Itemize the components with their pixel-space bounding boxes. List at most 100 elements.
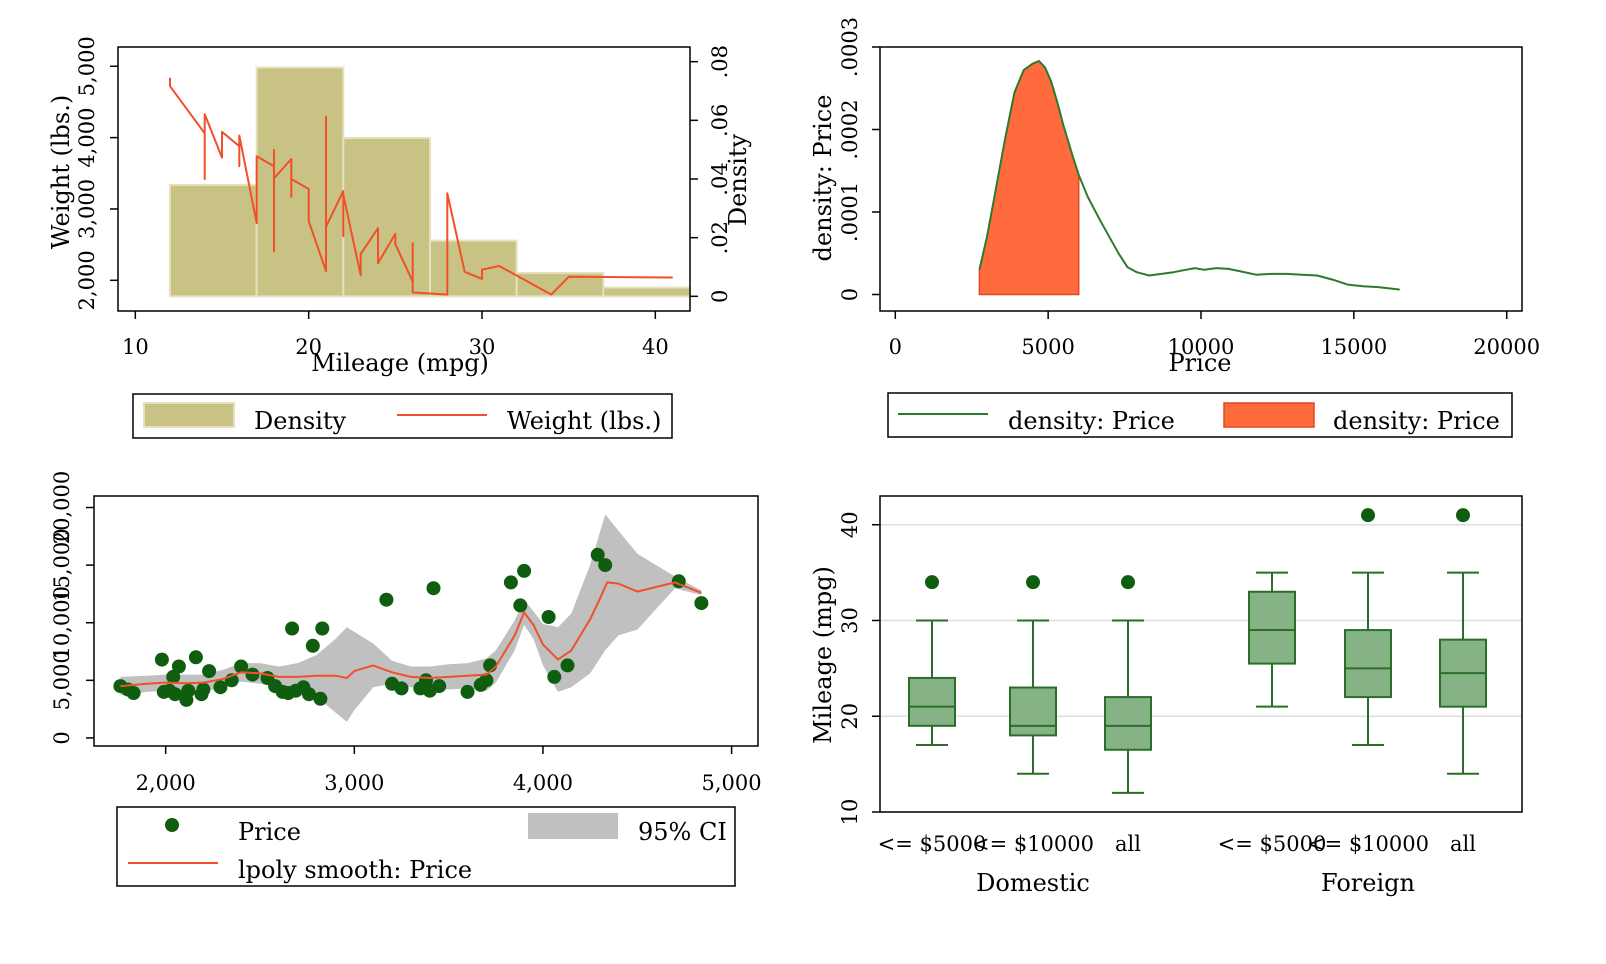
lpoly-x-tick-label-0: 2,000 xyxy=(136,771,196,795)
kdensity-legend-label-line: density: Price xyxy=(1008,407,1175,435)
box-y-tick-label-2: 30 xyxy=(838,607,862,634)
box-1-1-label: <= $10000 xyxy=(1307,832,1429,856)
box-plot-area xyxy=(880,508,1522,813)
kdensity-x-axis-label: Price xyxy=(1169,349,1232,377)
hist-bar-5 xyxy=(602,286,691,298)
price-point-28 xyxy=(313,691,328,706)
kdensity-y-tick-label-0: 0 xyxy=(838,288,862,301)
price-point-46 xyxy=(547,669,562,684)
hist-plot-area xyxy=(169,66,691,298)
lpoly-x-tick-label-1: 3,000 xyxy=(324,771,384,795)
price-point-48 xyxy=(590,547,605,562)
box-0-0-iqr-box xyxy=(908,676,956,727)
box-0-1-label: <= $10000 xyxy=(972,832,1094,856)
hist-legend-label-weight: Weight (lbs.) xyxy=(507,407,661,435)
hist-x-tick-label-3: 40 xyxy=(642,335,669,359)
kdensity-y-tick-label-1: .0001 xyxy=(838,182,862,242)
hist-y-tick-label-3: 5,000 xyxy=(75,36,99,96)
price-point-2 xyxy=(126,686,141,700)
hist-y2-axis-label: Density xyxy=(724,134,752,227)
box-1-1-outlier-0 xyxy=(1361,508,1375,523)
hist-legend: Density Weight (lbs.) xyxy=(132,393,673,439)
weight-line xyxy=(169,77,673,296)
box-0-2-label: all xyxy=(1115,832,1141,856)
box-0-0-label: <= $5000 xyxy=(878,832,987,856)
lpoly-legend: Price 95% CI lpoly smooth: Price xyxy=(116,806,736,887)
box-1-0-iqr-box xyxy=(1248,590,1296,665)
lpoly-legend-label-smooth: lpoly smooth: Price xyxy=(238,856,472,884)
box-y-tick-label-0: 10 xyxy=(838,799,862,826)
kdensity-frame xyxy=(879,46,1523,312)
hist-y-tick-label-0: 2,000 xyxy=(75,250,99,310)
lpoly-y-tick-label-4: 20,000 xyxy=(50,471,74,544)
price-point-11 xyxy=(188,650,203,665)
price-point-13 xyxy=(196,682,211,697)
price-point-23 xyxy=(285,621,300,636)
lpoly-frame xyxy=(93,495,759,747)
kdensity-legend: density: Price density: Price xyxy=(887,392,1513,438)
hist-legend-frame xyxy=(132,393,673,439)
hist-x-tick-label-1: 20 xyxy=(295,335,322,359)
price-point-36 xyxy=(426,581,441,596)
box-y-axis-label: Mileage (mpg) xyxy=(809,566,837,744)
price-point-7 xyxy=(168,687,183,702)
price-point-6 xyxy=(166,669,181,684)
hist-axes: 10 20 30 40 2,000 3,000 4,000 5,000 0 .02 .04 .06 .0… xyxy=(75,36,732,359)
chart-kdensity-price: 0 5000 10000 15000 20000 0 .0001 .0002 .0003 Pri… xyxy=(809,17,1540,438)
price-point-29 xyxy=(315,621,330,636)
lpoly-y-tick-label-0: 0 xyxy=(50,731,74,744)
box-1-2-label: all xyxy=(1450,832,1476,856)
kdensity-axes: 0 5000 10000 15000 20000 0 .0001 .0002 .0003 xyxy=(838,17,1540,359)
price-point-15 xyxy=(213,680,228,695)
box-group-label-0: Domestic xyxy=(976,869,1090,897)
hist-bar-2 xyxy=(342,136,432,298)
box-1-2-outlier-0 xyxy=(1456,508,1470,523)
lpoly-y-tick-label-1: 5,000 xyxy=(50,650,74,710)
hist-y2-tick-label-0: 0 xyxy=(708,290,732,303)
kdensity-y-axis-label: density: Price xyxy=(809,95,837,262)
kdensity-x-tick-label-3: 15000 xyxy=(1320,335,1387,359)
box-frame xyxy=(879,495,1523,813)
kdensity-x-tick-label-4: 20000 xyxy=(1473,335,1540,359)
lpoly-x-tick-label-2: 4,000 xyxy=(513,771,573,795)
price-point-27 xyxy=(305,638,320,653)
kdensity-x-tick-label-1: 5000 xyxy=(1021,335,1074,359)
price-point-10 xyxy=(181,683,196,698)
box-group-label-1: Foreign xyxy=(1321,869,1415,897)
box-y-tick-label-3: 40 xyxy=(838,511,862,538)
lpoly-x-tick-label-3: 5,000 xyxy=(702,771,762,795)
hist-legend-swatch-density xyxy=(143,402,235,428)
chart-hist-weight: 10 20 30 40 2,000 3,000 4,000 5,000 0 .02 .04 .06 .0… xyxy=(47,36,752,439)
price-point-37 xyxy=(432,679,447,694)
lpoly-legend-label-ci: 95% CI xyxy=(638,818,727,846)
hist-y-tick-label-2: 4,000 xyxy=(75,108,99,168)
price-point-47 xyxy=(560,658,575,673)
hist-y2-tick-label-4: .08 xyxy=(708,45,732,78)
density-line xyxy=(978,60,1400,291)
hist-x-tick-label-0: 10 xyxy=(122,335,149,359)
price-point-3 xyxy=(154,652,169,667)
hist-y2-tick-label-2: .04 xyxy=(708,162,732,195)
price-point-38 xyxy=(460,684,475,699)
kdensity-legend-label-area: density: Price xyxy=(1333,407,1500,435)
price-point-49 xyxy=(598,558,613,573)
price-point-17 xyxy=(234,659,249,674)
kdensity-legend-swatch-area xyxy=(1223,402,1315,428)
price-point-45 xyxy=(541,610,556,624)
hist-legend-label-density: Density xyxy=(254,407,347,435)
box-0-1-iqr-box xyxy=(1009,686,1057,737)
kdensity-x-tick-label-0: 0 xyxy=(889,335,902,359)
hist-bar-0 xyxy=(169,183,258,298)
price-point-8 xyxy=(171,659,186,674)
lpoly-legend-swatch-points xyxy=(165,818,179,832)
box-y-tick-label-1: 20 xyxy=(838,703,862,730)
box-0-0-outlier-0 xyxy=(925,575,939,590)
lpoly-legend-frame xyxy=(116,806,736,887)
density-shaded-area xyxy=(978,60,1080,296)
price-point-44 xyxy=(517,563,532,578)
price-point-32 xyxy=(394,681,409,696)
lpoly-y-tick-label-2: 10,000 xyxy=(50,586,74,659)
